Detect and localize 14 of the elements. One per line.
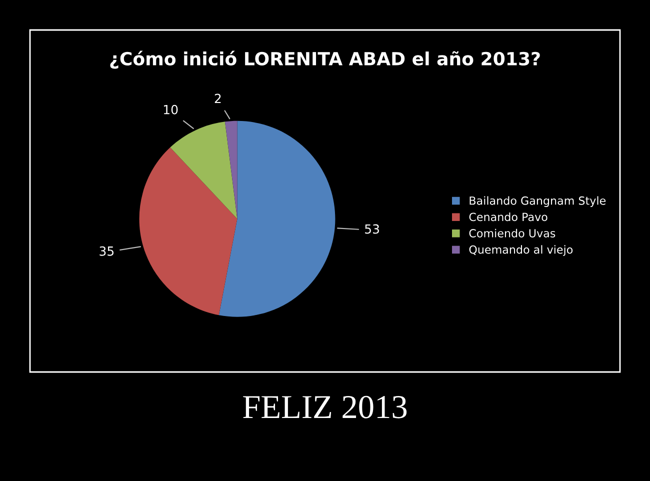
pie-slice bbox=[224, 120, 238, 219]
legend-label: Bailando Gangnam Style bbox=[470, 196, 606, 207]
legend-label: Cenando Pavo bbox=[469, 212, 548, 222]
data-label: 2 bbox=[214, 94, 221, 104]
data-label: 10 bbox=[164, 104, 178, 114]
data-label: 35 bbox=[100, 246, 114, 256]
pie-slice bbox=[170, 122, 238, 219]
data-label: 53 bbox=[365, 224, 379, 234]
pie-slice bbox=[218, 120, 336, 317]
legend-label: Quemando al viejo bbox=[469, 245, 573, 256]
legend-label: Comiendo Uvas bbox=[469, 228, 556, 238]
text: FELIZ 2013 bbox=[243, 396, 407, 418]
pie-slice bbox=[139, 147, 238, 316]
chart-title: ¿Cómo inició LORENITA ABAD el año 2013? bbox=[110, 50, 540, 69]
